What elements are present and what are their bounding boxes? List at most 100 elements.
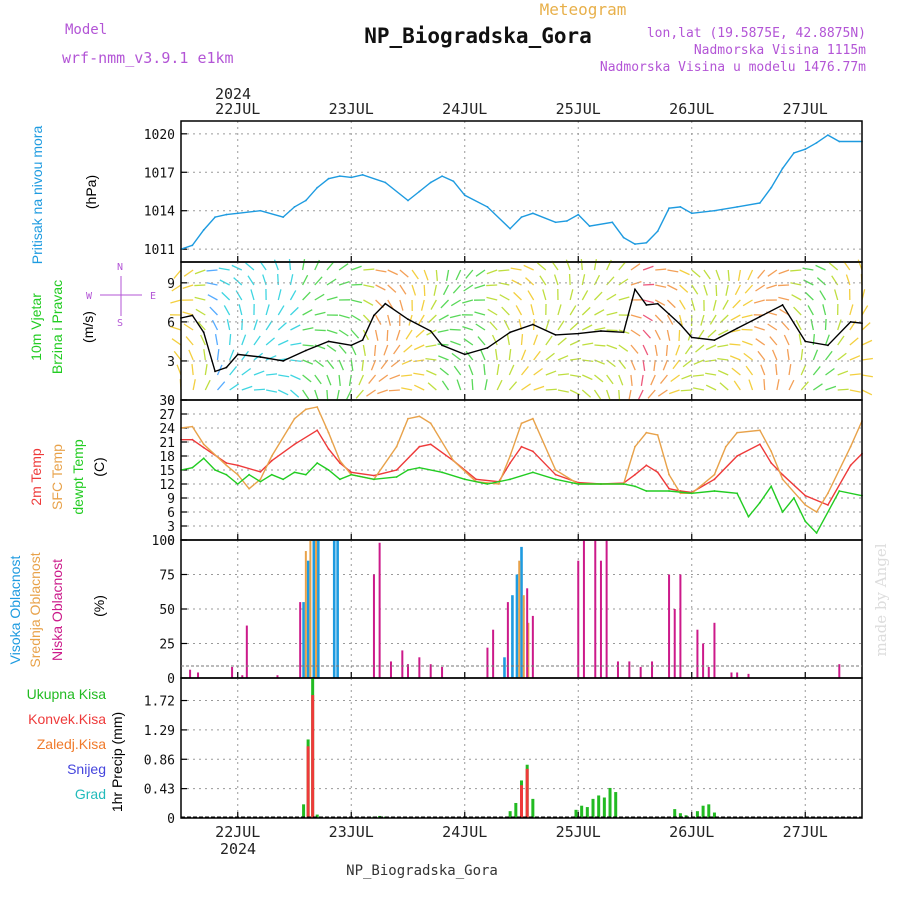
wind-barb <box>475 269 486 277</box>
wind-barb <box>767 269 778 277</box>
wind-barb <box>730 314 741 321</box>
ukupna-kisa-bar <box>701 805 705 818</box>
wind-barb <box>717 358 729 361</box>
wind-barb <box>733 380 741 391</box>
wind-barb <box>377 389 388 395</box>
wind-barb <box>666 314 674 325</box>
series-point <box>225 462 228 464</box>
wind-barb <box>508 349 512 361</box>
temperature-panel <box>180 399 863 541</box>
wind-barb <box>825 368 835 376</box>
wind-barb <box>788 379 795 391</box>
wind-barb <box>170 299 182 304</box>
wind-barb <box>290 389 300 398</box>
wind-barb <box>767 323 778 331</box>
wind-barb <box>729 355 741 361</box>
series-point <box>781 473 784 476</box>
series-point <box>668 490 670 492</box>
wind-barb <box>709 314 717 325</box>
wind-barb <box>533 350 541 361</box>
wind-barb <box>387 269 398 276</box>
wind-barb <box>741 340 753 346</box>
wind-barb <box>815 264 826 271</box>
wind-barb <box>194 269 206 275</box>
wind-barb <box>849 389 861 393</box>
niska-oblacnost-bar <box>531 615 534 678</box>
series-point <box>554 221 557 224</box>
wind-barb <box>606 329 618 332</box>
niska-oblacnost-bar <box>707 666 710 678</box>
series-point <box>373 314 375 317</box>
series-point <box>600 330 602 332</box>
wind-barb <box>474 311 486 316</box>
y-label-wind: 10m Vjetar <box>28 293 44 361</box>
wind-barb <box>783 334 790 346</box>
wind-barb <box>691 299 696 311</box>
wind-barb <box>387 284 397 293</box>
wind-barb <box>218 267 230 271</box>
series-point <box>656 230 659 233</box>
wind-barb <box>229 366 238 376</box>
wind-barb <box>520 333 524 346</box>
wind-barb <box>363 268 375 271</box>
wind-barb <box>326 329 338 335</box>
series-point <box>327 340 330 343</box>
series-point <box>509 227 512 230</box>
series-point <box>463 194 466 197</box>
series-point <box>509 462 512 464</box>
niska-oblacnost-bar <box>486 647 489 678</box>
wind-barb <box>719 314 729 324</box>
series-point <box>463 353 466 356</box>
wind-barb <box>465 350 474 361</box>
niska-oblacnost-bar <box>197 672 200 678</box>
series-point <box>429 422 432 425</box>
precip-legend-zaledj-kisa: Zaledj.Kisa <box>37 736 106 752</box>
wind-barb <box>395 329 401 341</box>
series-point <box>236 353 239 356</box>
wind-barb <box>776 379 780 391</box>
wind-barb <box>508 364 515 376</box>
wind-barb <box>557 337 567 346</box>
series-point <box>259 356 262 358</box>
series-point <box>350 344 353 347</box>
wind-barb <box>214 334 219 346</box>
y-tick-label: 1.72 <box>144 695 175 710</box>
wind-barb <box>430 299 437 310</box>
wind-barb <box>188 349 194 361</box>
wind-barb <box>630 280 642 286</box>
wind-barb <box>226 319 231 331</box>
wind-barb <box>241 334 247 346</box>
wind-barb <box>265 304 270 316</box>
wind-barb <box>798 334 802 346</box>
wind-barb <box>637 389 644 401</box>
wind-barb <box>223 305 231 316</box>
series-point <box>497 483 500 485</box>
wind-barb <box>775 363 778 376</box>
series-point <box>656 471 659 474</box>
series-point <box>668 313 670 315</box>
wind-barb <box>414 384 425 391</box>
wind-barb <box>192 379 196 391</box>
wind-barb <box>755 284 766 292</box>
wind-barb <box>715 269 721 281</box>
wind-barb <box>568 273 571 286</box>
coords-label: lon,lat (19.5875E, 42.8875N) <box>647 26 866 41</box>
y-tick-label: 9 <box>167 492 175 507</box>
wind-barb <box>508 381 518 391</box>
wind-barb <box>245 262 255 271</box>
wind-barb <box>182 311 194 316</box>
wind-barb <box>582 342 594 346</box>
niska-oblacnost-bar <box>599 560 602 678</box>
niska-oblacnost-bar <box>713 622 716 678</box>
series-point <box>600 483 602 485</box>
wind-barb <box>861 389 873 396</box>
wind-barb <box>302 291 311 301</box>
ukupna-kisa-bar <box>514 802 518 818</box>
wind-barb <box>741 314 753 319</box>
series-point <box>486 205 489 208</box>
wind-barb <box>525 277 535 286</box>
series-point <box>486 483 489 485</box>
wind-barb <box>802 267 814 271</box>
wind-barb <box>425 358 437 361</box>
srednja-oblacnost-bar <box>304 551 307 678</box>
